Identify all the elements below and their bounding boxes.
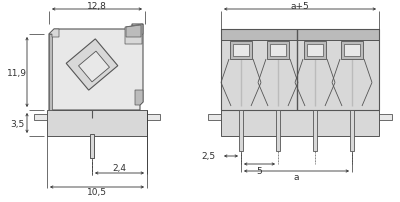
Polygon shape <box>344 45 360 57</box>
Polygon shape <box>49 25 143 110</box>
Text: 12,8: 12,8 <box>87 1 107 11</box>
Text: 5: 5 <box>257 166 262 175</box>
Polygon shape <box>313 110 317 151</box>
Polygon shape <box>49 35 52 110</box>
Polygon shape <box>230 42 252 60</box>
Polygon shape <box>221 41 379 110</box>
Polygon shape <box>34 115 160 120</box>
Polygon shape <box>233 45 249 57</box>
Text: a: a <box>294 173 299 182</box>
Text: 3,5: 3,5 <box>10 119 24 128</box>
Polygon shape <box>350 110 354 151</box>
Text: 2,5: 2,5 <box>201 152 215 161</box>
Polygon shape <box>270 45 286 57</box>
Polygon shape <box>66 40 118 91</box>
Polygon shape <box>221 30 379 41</box>
Polygon shape <box>208 115 392 120</box>
Polygon shape <box>267 42 289 60</box>
Polygon shape <box>307 45 323 57</box>
Polygon shape <box>126 26 141 38</box>
Polygon shape <box>341 42 363 60</box>
Polygon shape <box>221 110 379 136</box>
Text: a+5: a+5 <box>291 1 309 11</box>
Polygon shape <box>135 90 143 105</box>
Polygon shape <box>125 25 142 45</box>
Polygon shape <box>132 25 143 38</box>
Polygon shape <box>78 52 110 82</box>
Text: 10,5: 10,5 <box>87 188 107 197</box>
Text: 11,9: 11,9 <box>7 68 27 77</box>
Polygon shape <box>90 134 94 158</box>
Polygon shape <box>49 30 59 38</box>
Polygon shape <box>239 110 243 151</box>
Polygon shape <box>276 110 280 151</box>
Polygon shape <box>47 110 147 136</box>
Polygon shape <box>304 42 326 60</box>
Text: 2,4: 2,4 <box>112 164 126 173</box>
